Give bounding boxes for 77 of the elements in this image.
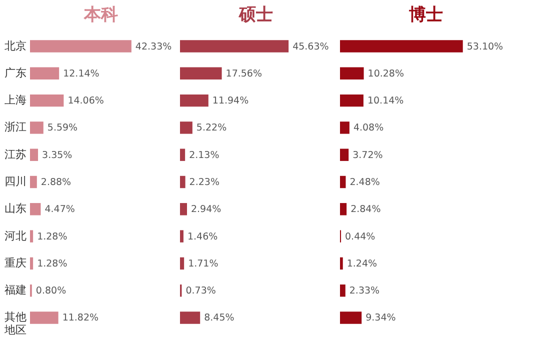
bar bbox=[30, 94, 64, 107]
data-label: 5.22% bbox=[196, 122, 227, 134]
data-label: 11.94% bbox=[212, 96, 249, 107]
data-label: 2.13% bbox=[189, 150, 220, 161]
y-tick-label: 四川 bbox=[4, 175, 26, 188]
y-tick-label: 山东 bbox=[4, 202, 26, 216]
y-tick-label: 其他地区 bbox=[4, 310, 26, 337]
data-label: 5.59% bbox=[47, 122, 78, 134]
bar bbox=[30, 148, 38, 161]
data-label: 2.33% bbox=[349, 286, 380, 297]
bar bbox=[180, 67, 222, 80]
bar bbox=[30, 257, 34, 270]
data-label: 1.24% bbox=[346, 258, 378, 270]
bar bbox=[30, 230, 34, 242]
y-tick-label: 福建 bbox=[4, 284, 26, 297]
data-label: 12.14% bbox=[63, 68, 100, 80]
data-label: 45.63% bbox=[292, 41, 329, 52]
data-label: 2.94% bbox=[190, 204, 222, 216]
y-tick-label: 广东 bbox=[4, 66, 26, 80]
data-label: 2.23% bbox=[189, 177, 220, 188]
bar bbox=[180, 203, 187, 216]
data-label: 3.72% bbox=[352, 150, 383, 161]
data-label: 1.28% bbox=[37, 231, 68, 242]
data-label: 11.82% bbox=[62, 312, 99, 324]
bar bbox=[180, 176, 186, 188]
data-label: 2.84% bbox=[350, 204, 381, 216]
data-label: 9.34% bbox=[366, 312, 396, 324]
y-tick-label: 上海 bbox=[4, 94, 26, 107]
data-label: 0.44% bbox=[345, 231, 376, 242]
bar bbox=[340, 122, 350, 134]
bar bbox=[30, 176, 37, 188]
data-label: 1.71% bbox=[188, 258, 218, 270]
data-label: 17.56% bbox=[226, 68, 262, 80]
bar bbox=[180, 122, 192, 134]
data-label: 1.28% bbox=[37, 258, 68, 270]
bar bbox=[340, 67, 364, 80]
data-label: 14.06% bbox=[68, 96, 104, 107]
bar bbox=[180, 40, 289, 52]
data-label: 0.73% bbox=[186, 286, 216, 297]
data-label: 10.14% bbox=[367, 96, 404, 107]
data-label: 2.88% bbox=[40, 177, 72, 188]
bar bbox=[180, 257, 184, 270]
bar bbox=[340, 40, 463, 52]
chart-title: 本科 bbox=[83, 5, 118, 25]
data-label: 53.10% bbox=[466, 41, 504, 52]
bar bbox=[340, 312, 362, 324]
bar bbox=[340, 148, 349, 161]
bar bbox=[340, 284, 346, 297]
bar bbox=[30, 40, 132, 52]
bar bbox=[180, 230, 184, 242]
y-tick-label: 河北 bbox=[4, 229, 26, 242]
bar bbox=[30, 312, 58, 324]
bar bbox=[340, 94, 364, 107]
bar bbox=[180, 312, 200, 324]
data-label: 4.08% bbox=[353, 122, 384, 134]
data-label: 4.47% bbox=[44, 204, 75, 216]
bar bbox=[180, 148, 186, 161]
data-label: 10.28% bbox=[368, 68, 404, 80]
data-label: 2.48% bbox=[350, 177, 380, 188]
bar bbox=[30, 67, 60, 80]
chart-title: 博士 bbox=[408, 5, 443, 25]
data-label: 8.45% bbox=[204, 312, 234, 324]
bar bbox=[30, 203, 41, 216]
bar bbox=[30, 122, 44, 134]
y-tick-label: 江苏 bbox=[4, 148, 26, 161]
bar bbox=[180, 94, 208, 107]
data-label: 3.35% bbox=[42, 150, 72, 161]
data-label: 42.33% bbox=[135, 41, 172, 52]
data-label: 1.46% bbox=[187, 231, 218, 242]
y-tick-label: 重庆 bbox=[4, 256, 26, 270]
chart-title: 硕士 bbox=[238, 5, 273, 25]
bar bbox=[340, 203, 347, 216]
y-tick-label: 浙江 bbox=[4, 120, 26, 134]
bar bbox=[340, 257, 343, 270]
y-tick-label: 北京 bbox=[4, 39, 26, 52]
bar bbox=[340, 176, 346, 188]
data-label: 0.80% bbox=[36, 286, 66, 297]
